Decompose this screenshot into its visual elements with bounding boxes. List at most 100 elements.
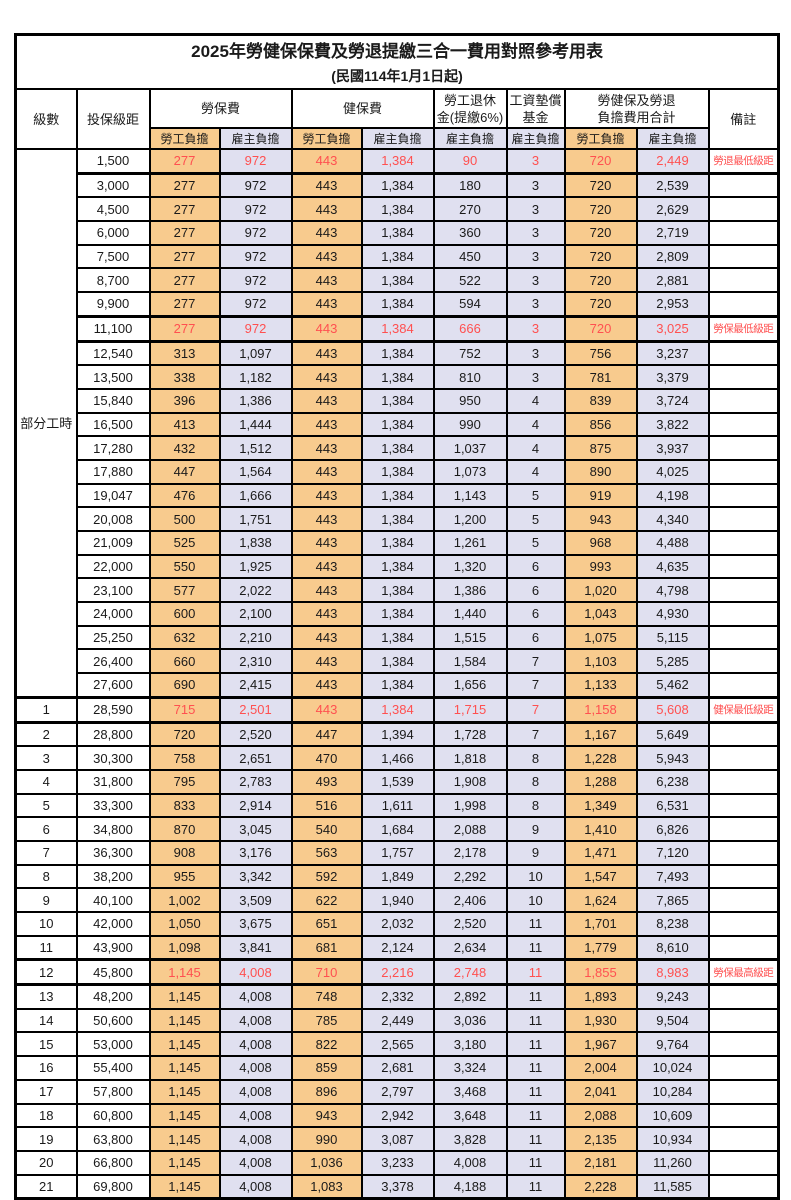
title-row: 2025年勞健保保費及勞退提繳三合一費用對照參考用表 (民國114年1月1日起) <box>14 33 780 90</box>
value-cell: 1,145 <box>148 1102 221 1129</box>
value-cell: 443 <box>290 601 363 627</box>
value-cell: 1,083 <box>290 1173 363 1200</box>
value-cell: 90 <box>432 147 508 175</box>
value-cell: 1,145 <box>148 1126 221 1152</box>
table-row: 12,540 313 1,097 443 1,384 752 3 756 3,237 <box>16 339 780 367</box>
value-cell: 600 <box>148 601 221 627</box>
total-employer-subheader: 雇主負擔 <box>635 127 710 150</box>
value-cell: 1,145 <box>148 1055 221 1081</box>
value-cell: 2,088 <box>432 816 508 842</box>
part-time-span-cell: 部分工時 <box>14 147 78 699</box>
value-cell: 6 <box>505 601 566 627</box>
level-cell: 9 <box>14 887 78 913</box>
value-cell: 972 <box>218 147 293 175</box>
value-cell: 443 <box>290 339 363 367</box>
value-cell: 715 <box>148 695 221 724</box>
pension-header: 勞工退休 金(提繳6%) <box>432 88 508 129</box>
value-cell: 522 <box>432 267 508 294</box>
value-cell: 651 <box>290 911 363 937</box>
value-cell: 443 <box>290 291 363 318</box>
value-cell: 2,953 <box>635 291 710 318</box>
note-cell <box>707 983 780 1010</box>
value-cell: 1,384 <box>360 196 435 223</box>
value-cell: 1,384 <box>360 364 435 390</box>
value-cell: 1,182 <box>218 364 293 390</box>
bracket-header: 投保級距 <box>75 88 151 150</box>
note-cell: 勞保最低級距 <box>707 314 780 343</box>
value-cell: 4 <box>505 458 566 485</box>
value-cell: 443 <box>290 577 363 604</box>
value-cell: 3,180 <box>432 1031 508 1058</box>
value-cell: 720 <box>148 720 221 748</box>
table-row: 11 43,900 1,098 3,841 681 2,124 2,634 11 1,779 8,… <box>14 934 780 961</box>
value-cell: 1,515 <box>432 624 508 651</box>
value-cell: 443 <box>290 624 363 651</box>
value-cell: 1,320 <box>432 553 508 580</box>
table-row: 27,600 690 2,415 443 1,384 1,656 7 1,133 5,462 <box>16 672 780 699</box>
value-cell: 758 <box>148 745 221 771</box>
value-cell: 756 <box>563 339 638 367</box>
note-cell <box>707 1149 780 1176</box>
value-cell: 1,384 <box>360 648 435 675</box>
bracket-cell: 27,600 <box>75 672 151 699</box>
bracket-cell: 21,009 <box>75 530 151 556</box>
value-cell: 748 <box>290 983 363 1010</box>
bracket-cell: 36,300 <box>75 839 151 866</box>
value-cell: 2,178 <box>432 839 508 866</box>
value-cell: 443 <box>290 267 363 294</box>
level-cell: 15 <box>14 1031 78 1058</box>
value-cell: 972 <box>218 172 293 199</box>
value-cell: 443 <box>290 364 363 390</box>
value-cell: 3 <box>505 267 566 294</box>
value-cell: 4,008 <box>218 1031 293 1058</box>
value-cell: 2,100 <box>218 601 293 627</box>
table-row: 17,280 432 1,512 443 1,384 1,037 4 875 3,937 <box>16 435 780 461</box>
table-row: 19,047 476 1,666 443 1,384 1,143 5 919 4,198 <box>16 482 780 509</box>
value-cell: 2,565 <box>360 1031 435 1058</box>
table-row: 部分工時 1,500 277 972 443 1,384 90 3 720 2,449 勞退最低級距 <box>14 147 780 699</box>
value-cell: 943 <box>290 1102 363 1129</box>
value-cell: 622 <box>290 887 363 913</box>
value-cell: 413 <box>148 411 221 438</box>
value-cell: 5,649 <box>635 720 710 748</box>
bracket-cell: 42,000 <box>75 911 151 937</box>
value-cell: 432 <box>148 435 221 461</box>
note-cell: 勞保最高級距 <box>707 958 780 987</box>
value-cell: 4 <box>505 411 566 438</box>
note-cell <box>707 792 780 819</box>
value-cell: 1,167 <box>563 720 638 748</box>
value-cell: 1,908 <box>432 768 508 795</box>
total-header-line1: 勞健保及勞退 <box>597 92 676 108</box>
value-cell: 7 <box>505 672 566 699</box>
value-cell: 3,025 <box>635 314 710 343</box>
value-cell: 4,008 <box>218 1149 293 1176</box>
level-cell: 11 <box>14 934 78 961</box>
value-cell: 955 <box>148 863 221 890</box>
value-cell: 470 <box>290 745 363 771</box>
value-cell: 720 <box>563 314 638 343</box>
table-row: 1 28,590 715 2,501 443 1,384 1,715 7 1,158 5,608 健… <box>14 695 780 724</box>
value-cell: 2,520 <box>218 720 293 748</box>
value-cell: 2,310 <box>218 648 293 675</box>
bracket-cell: 3,000 <box>75 172 151 199</box>
value-cell: 443 <box>290 435 363 461</box>
value-cell: 2,004 <box>563 1055 638 1081</box>
value-cell: 10 <box>505 887 566 913</box>
table-row: 15 53,000 1,145 4,008 822 2,565 3,180 11 1,967 9,… <box>14 1031 780 1058</box>
value-cell: 710 <box>290 958 363 987</box>
note-cell <box>707 458 780 485</box>
value-cell: 4,008 <box>218 1126 293 1152</box>
value-cell: 1,512 <box>218 435 293 461</box>
value-cell: 1,466 <box>360 745 435 771</box>
bracket-cell: 45,800 <box>75 958 151 987</box>
page-subtitle: (民國114年1月1日起) <box>331 68 463 84</box>
note-cell <box>707 816 780 842</box>
fund-employer-subheader: 雇主負擔 <box>505 127 566 150</box>
value-cell: 1,097 <box>218 339 293 367</box>
value-cell: 1,728 <box>432 720 508 748</box>
value-cell: 9 <box>505 816 566 842</box>
value-cell: 516 <box>290 792 363 819</box>
table-row: 8 38,200 955 3,342 592 1,849 2,292 10 1,547 7,493 <box>14 863 780 890</box>
value-cell: 2,181 <box>563 1149 638 1176</box>
value-cell: 690 <box>148 672 221 699</box>
